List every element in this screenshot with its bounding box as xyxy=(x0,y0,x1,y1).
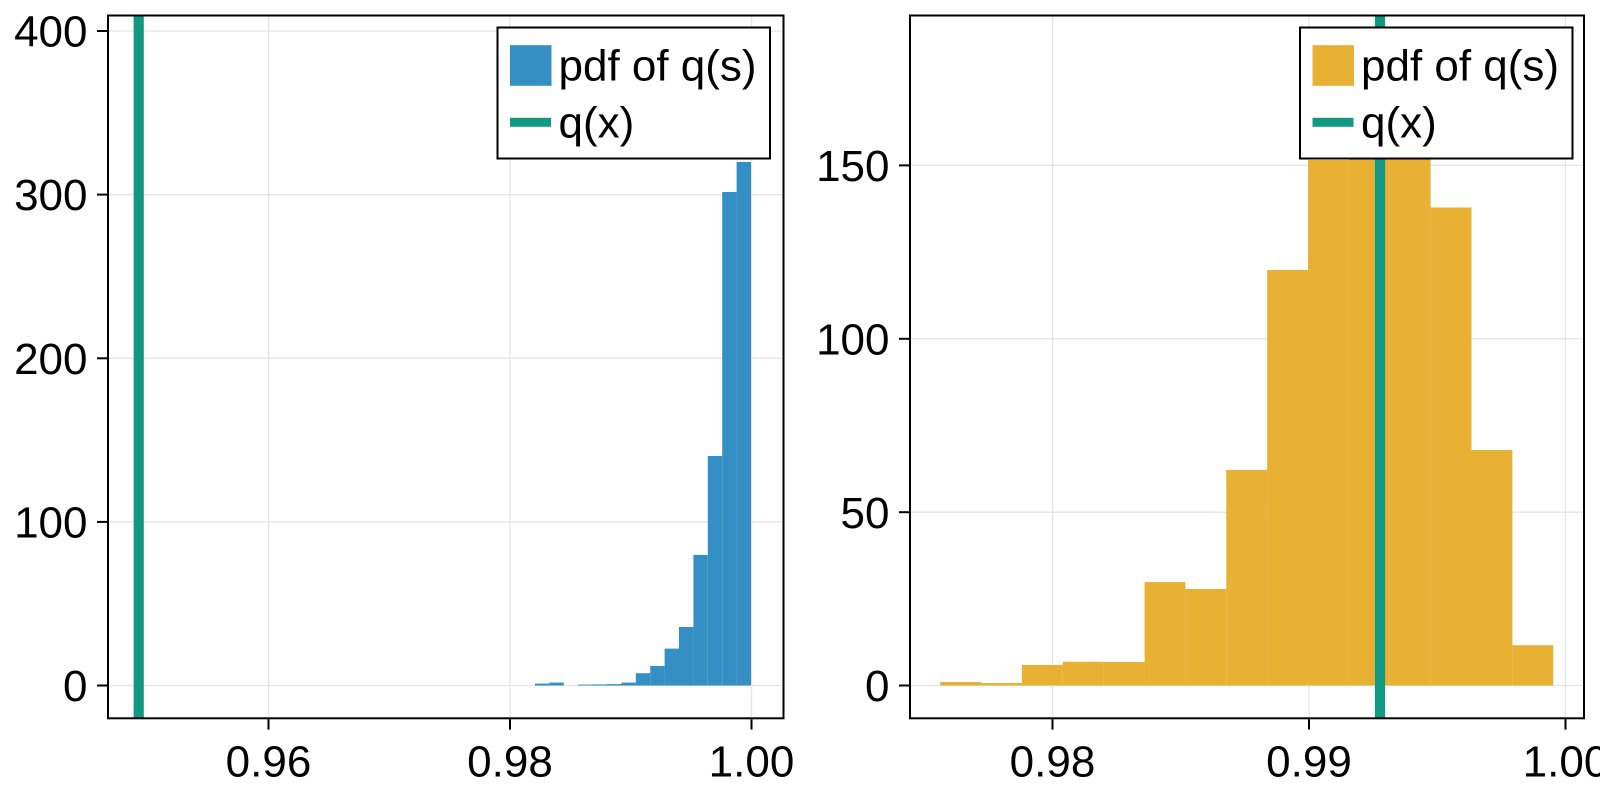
svg-text:0: 0 xyxy=(865,662,889,711)
svg-text:0: 0 xyxy=(63,662,87,711)
svg-text:400: 400 xyxy=(14,8,87,57)
svg-text:q(x): q(x) xyxy=(559,99,635,148)
svg-text:100: 100 xyxy=(816,315,889,364)
svg-text:300: 300 xyxy=(14,171,87,220)
svg-text:0.96: 0.96 xyxy=(226,738,312,787)
svg-text:pdf of q(s): pdf of q(s) xyxy=(559,42,757,91)
svg-text:pdf of q(s): pdf of q(s) xyxy=(1361,42,1559,91)
svg-text:150: 150 xyxy=(816,142,889,191)
svg-text:100: 100 xyxy=(14,499,87,548)
svg-text:0.99: 0.99 xyxy=(1266,738,1352,787)
svg-text:q(x): q(x) xyxy=(1361,99,1437,148)
svg-text:1.00: 1.00 xyxy=(1523,738,1600,787)
svg-text:0.98: 0.98 xyxy=(1010,738,1096,787)
svg-text:200: 200 xyxy=(14,335,87,384)
svg-text:1.00: 1.00 xyxy=(709,738,795,787)
svg-text:50: 50 xyxy=(841,489,890,538)
svg-text:0.98: 0.98 xyxy=(467,738,553,787)
